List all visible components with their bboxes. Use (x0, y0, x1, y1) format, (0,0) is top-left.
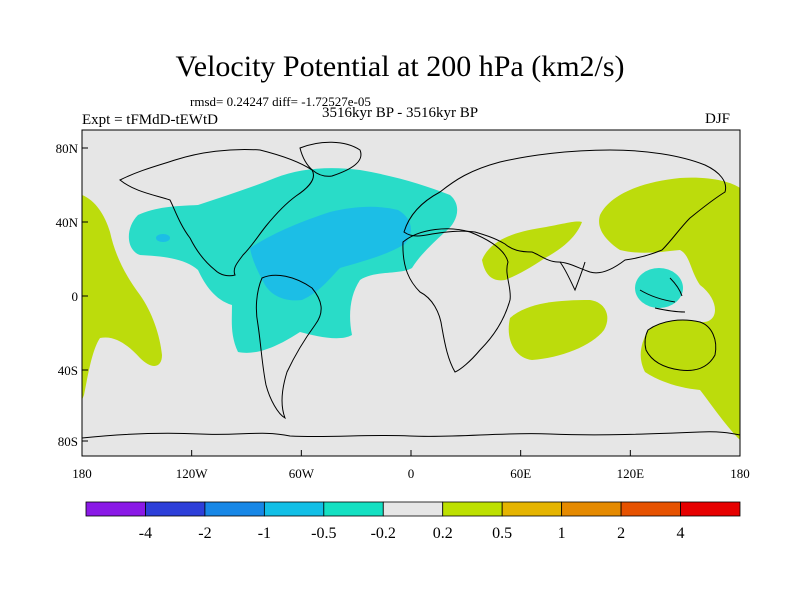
coastline-greenland (299, 141, 362, 177)
colorbar-swatch (442, 501, 503, 517)
negative-anomaly-maritime-continent (635, 268, 683, 308)
coastline-north-america (119, 149, 314, 277)
positive-anomaly-east-pacific (82, 195, 162, 400)
coastline-southeast-asia-islands (639, 277, 686, 313)
coastline-australia (644, 319, 717, 371)
lon-label: 180 (730, 466, 750, 481)
coastline-south-america (255, 274, 322, 420)
period-label: 3516kyr BP - 3516kyr BP (322, 105, 479, 121)
lon-label: 60W (289, 466, 315, 481)
positive-anomaly-asia-pacific (599, 177, 740, 440)
experiment-label: Expt = tFMdD-tEWtD (82, 112, 218, 128)
colorbar-swatch (263, 501, 325, 517)
colorbar-swatch (323, 501, 384, 517)
map-title: Velocity Potential at 200 hPa (km2/s) (175, 50, 625, 83)
colorbar-swatch (85, 501, 146, 517)
stats-text: rmsd= 0.24247 diff= -1.72527e-05 (190, 94, 371, 109)
colorbar-swatch (204, 501, 265, 517)
season-label: DJF (705, 111, 731, 127)
colorbar-label: -0.5 (311, 525, 336, 542)
lat-label: 80S (58, 434, 78, 449)
lon-label: 120W (176, 466, 209, 481)
latitude-axis: 80N 40N 0 40S 80S (56, 141, 88, 449)
colorbar-label: 1 (558, 525, 566, 542)
lon-label: 180 (72, 466, 92, 481)
map-panel (81, 129, 741, 457)
lon-label: 60E (510, 466, 531, 481)
coastline-india (559, 261, 586, 292)
lon-label: 0 (408, 466, 415, 481)
coastline-eurasia (403, 149, 727, 274)
colorbar-swatch (561, 501, 622, 517)
lat-label: 80N (56, 141, 79, 156)
colorbar-label: 4 (677, 525, 685, 542)
colorbar-swatch (145, 501, 206, 517)
colorbar-label: -0.2 (371, 525, 396, 542)
colorbar-label: -2 (198, 525, 211, 542)
coastlines (81, 141, 741, 439)
longitude-axis: 180 120W 60W 0 60E 120E 180 (72, 450, 750, 481)
colorbar-label: 0.5 (492, 525, 512, 542)
negative-anomaly-pacific-spot (156, 234, 170, 242)
colorbar-swatch (501, 501, 563, 517)
lon-label: 120E (617, 466, 645, 481)
colorbar-label: -4 (139, 525, 152, 542)
lat-label: 40N (56, 215, 79, 230)
lat-label: 40S (58, 363, 78, 378)
colorbar: -4 -2 -1 -0.5 -0.2 0.2 0.5 1 2 4 (85, 501, 741, 542)
coastline-antarctica (81, 431, 741, 439)
coastline-africa (402, 228, 511, 373)
colorbar-swatch (620, 501, 681, 517)
colorbar-label: -1 (258, 525, 271, 542)
colorbar-swatch (680, 501, 741, 517)
positive-anomaly-indian-ocean (508, 300, 608, 360)
colorbar-label: 0.2 (433, 525, 453, 542)
lat-label: 0 (72, 289, 79, 304)
colorbar-label: 2 (617, 525, 625, 542)
colorbar-swatch (382, 501, 444, 517)
